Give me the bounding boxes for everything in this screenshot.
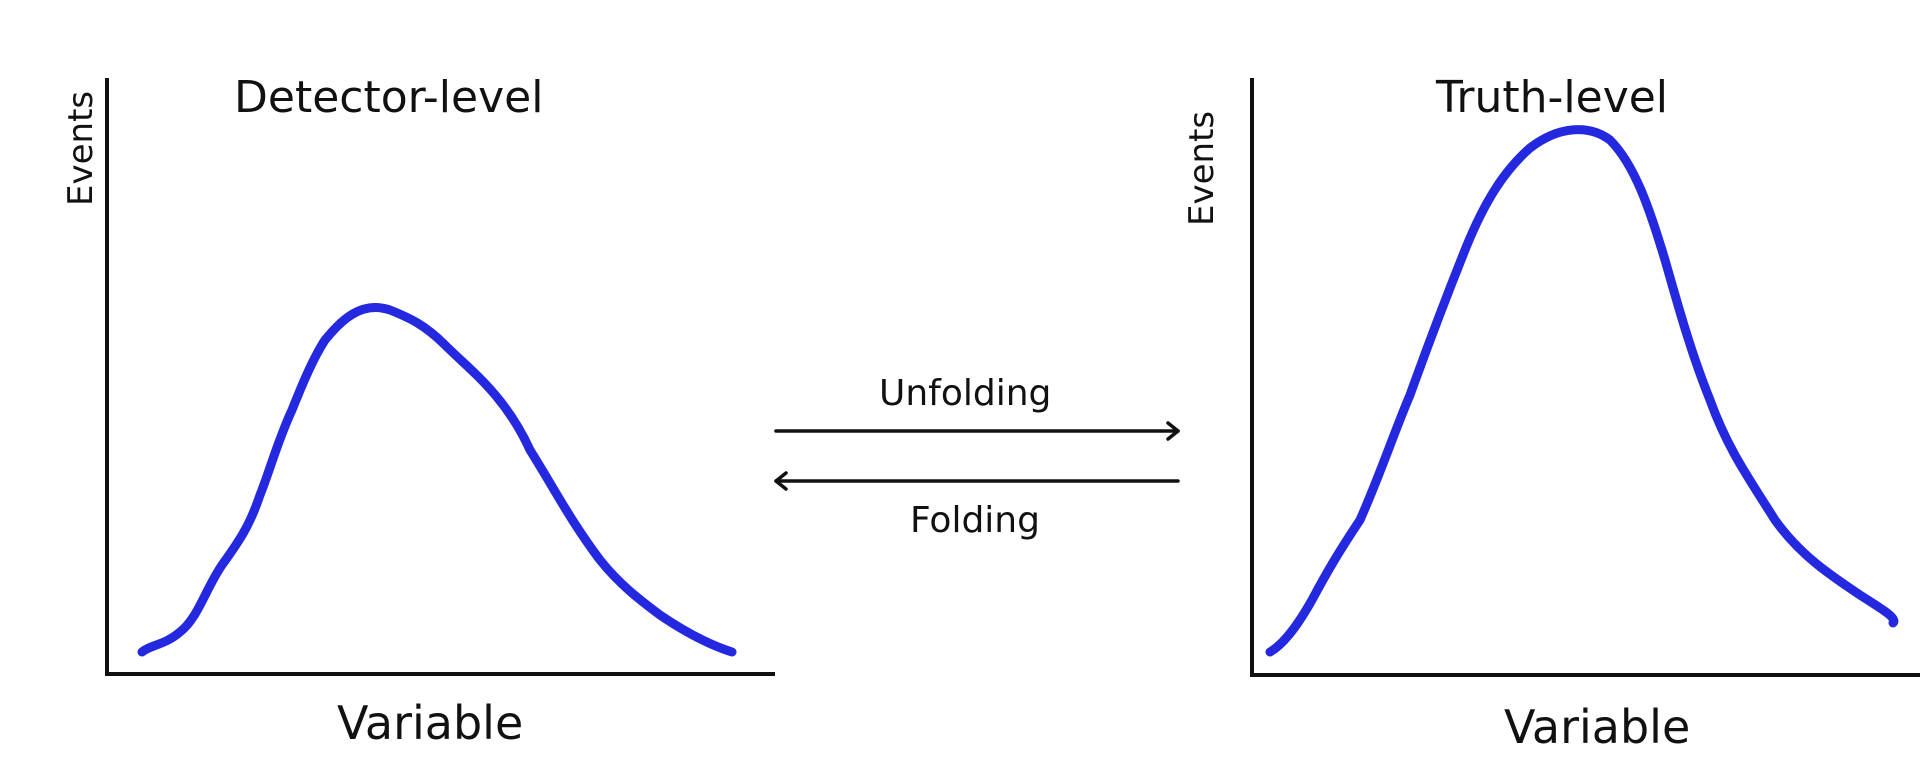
detector-level-curve xyxy=(137,303,737,657)
folding-arrow-head xyxy=(774,471,788,491)
unfolding-label: Unfolding xyxy=(879,373,1052,414)
truth-level-curve xyxy=(1265,125,1899,657)
right-x-axis-label: Variable xyxy=(1504,700,1691,754)
right-y-axis-label: Events xyxy=(1182,110,1222,226)
folding-label: Folding xyxy=(910,500,1040,541)
right-panel-title: Truth-level xyxy=(1436,72,1669,123)
right-axes xyxy=(1250,78,1920,677)
left-axes xyxy=(105,78,775,676)
left-y-axis-label: Events xyxy=(61,90,101,206)
left-x-axis-label: Variable xyxy=(337,696,524,750)
arrows xyxy=(774,421,1180,491)
left-panel-title: Detector-level xyxy=(234,72,544,123)
unfolding-arrow-head xyxy=(1166,421,1180,441)
